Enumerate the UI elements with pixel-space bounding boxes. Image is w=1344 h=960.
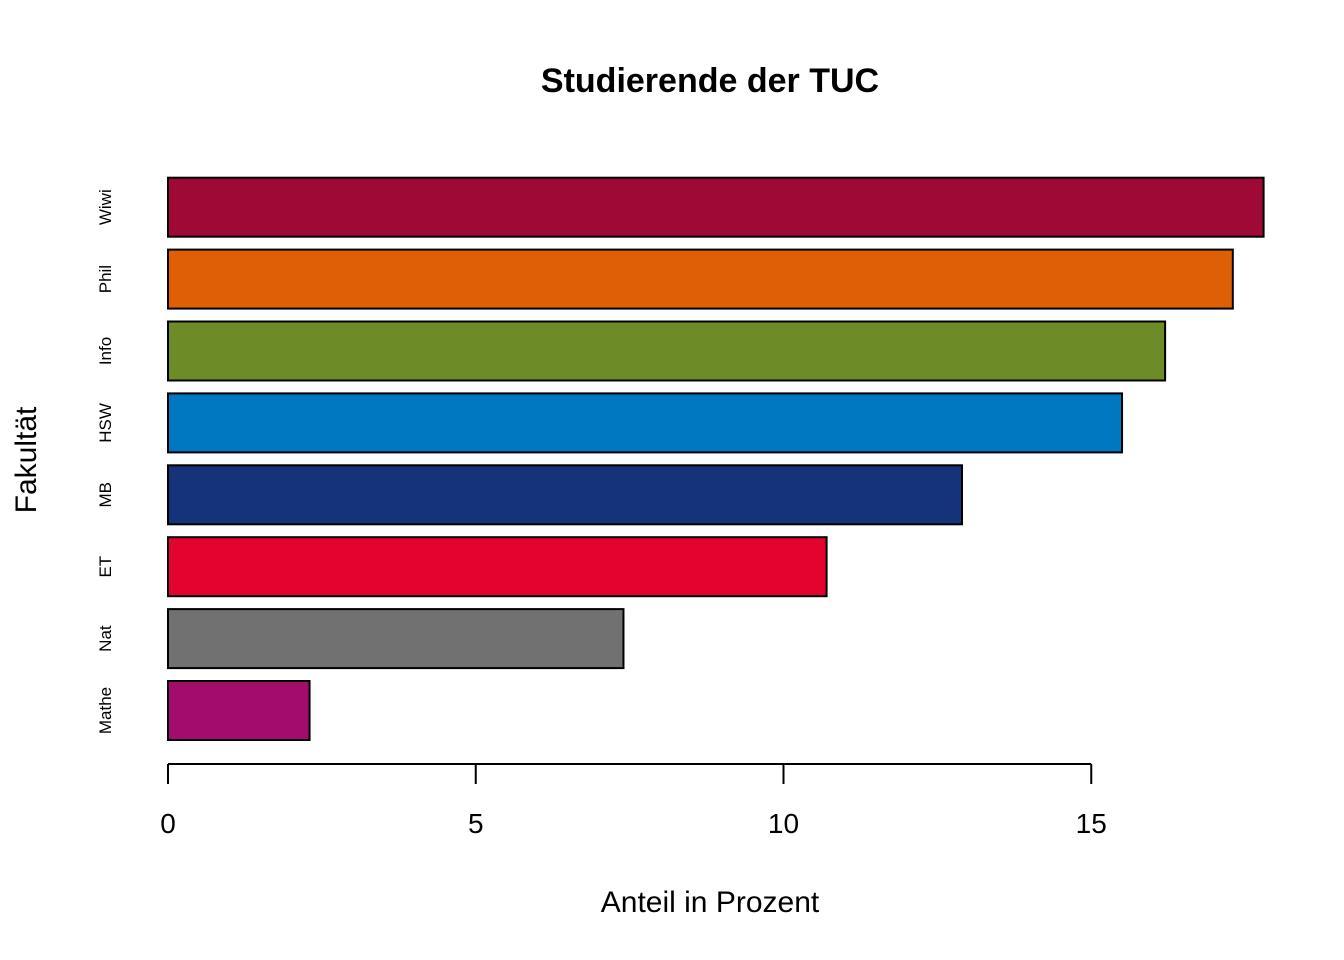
x-tick-label-0: 0	[160, 808, 176, 839]
y-axis-label: Fakultät	[10, 406, 43, 513]
x-axis-label: Anteil in Prozent	[601, 886, 820, 919]
category-label-wiwi: Wiwi	[96, 189, 115, 225]
chart-title: Studierende der TUC	[541, 62, 879, 100]
bars-group	[167, 176, 1265, 741]
category-label-et: ET	[96, 556, 115, 578]
bar-hsw	[167, 392, 1124, 454]
bar-phil	[167, 248, 1234, 310]
bar-info	[167, 320, 1167, 382]
x-tick-label-15: 15	[1076, 808, 1107, 839]
category-label-nat: Nat	[96, 625, 115, 652]
category-label-info: Info	[96, 337, 115, 365]
category-labels-group: Mathe Nat ET MB HSW Info Phil Wiwi	[96, 189, 115, 734]
x-tick-label-10: 10	[768, 808, 799, 839]
x-axis: 0 5 10 15	[160, 763, 1107, 839]
bar-et	[167, 536, 828, 598]
category-label-mb: MB	[96, 482, 115, 508]
x-tick-label-5: 5	[468, 808, 484, 839]
bar-mathe	[167, 680, 311, 741]
bar-wiwi	[167, 176, 1265, 238]
bar-mb	[167, 464, 963, 526]
category-label-phil: Phil	[96, 265, 115, 293]
bar-nat	[167, 608, 625, 670]
category-label-mathe: Mathe	[96, 687, 115, 734]
category-label-hsw: HSW	[96, 403, 115, 443]
